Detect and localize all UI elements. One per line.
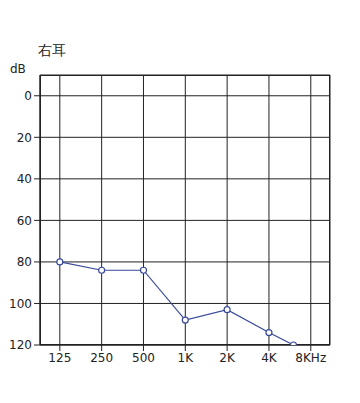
svg-text:125: 125 [48, 351, 71, 365]
svg-text:100: 100 [9, 297, 32, 311]
svg-text:1K: 1K [178, 351, 195, 365]
svg-text:250: 250 [90, 351, 113, 365]
html-text:右耳: 右耳 [38, 42, 66, 58]
svg-text:120: 120 [9, 338, 32, 352]
svg-text:60: 60 [17, 214, 32, 228]
svg-text:8KHz: 8KHz [295, 351, 326, 365]
svg-text:40: 40 [17, 172, 32, 186]
svg-text:500: 500 [132, 351, 155, 365]
html-text:dB: dB [10, 62, 26, 76]
svg-text:0: 0 [24, 89, 32, 103]
svg-text:80: 80 [17, 255, 32, 269]
svg-text:20: 20 [17, 131, 32, 145]
svg-text:4K: 4K [261, 351, 278, 365]
svg-text:2K: 2K [219, 351, 236, 365]
